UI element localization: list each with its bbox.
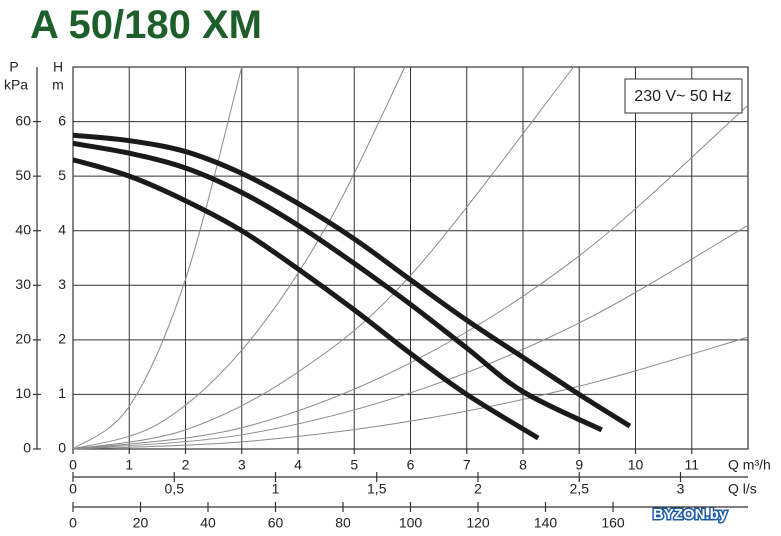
x3-tick-label: 100	[399, 515, 423, 531]
x2-tick-label: 3	[677, 481, 685, 497]
annotation-box	[624, 78, 743, 114]
x3-tick-label: 80	[335, 515, 351, 531]
watermark: BYZON.by	[653, 506, 728, 523]
y2-tick-label: 60	[15, 112, 31, 128]
pump-curve	[72, 157, 540, 441]
x-tick-label: 0	[69, 457, 77, 473]
y-tick-label: 4	[58, 221, 66, 237]
x3-tick-label: 0	[69, 515, 77, 531]
x-tick-label: 2	[182, 457, 190, 473]
x2-tick-label: 1	[272, 481, 280, 497]
x-tick-label: 1	[125, 457, 133, 473]
y2-tick-label: 10	[15, 385, 31, 401]
y-tick-label: 0	[58, 440, 66, 456]
y-tick-label: 2	[58, 331, 66, 347]
x-tick-label: 11	[684, 457, 699, 473]
x-axis-label: Q m³/h	[728, 457, 771, 473]
system-curve	[72, 336, 749, 450]
system-curve	[72, 224, 749, 450]
x2-tick-label: 2	[474, 481, 482, 497]
x2-tick-label: 0	[69, 481, 77, 497]
x3-tick-label: 20	[133, 515, 149, 531]
y2-axis-label: P	[9, 59, 18, 75]
y-axis-label: H	[53, 59, 63, 75]
x2-tick-label: 2,5	[570, 481, 590, 497]
chart-title: A 50/180 XM	[30, 3, 262, 47]
x-tick-label: 9	[575, 457, 583, 473]
system-curve	[72, 66, 575, 450]
y-tick-label: 1	[58, 385, 66, 401]
y2-tick-label: 30	[15, 276, 31, 292]
x-tick-label: 7	[463, 457, 471, 473]
system-curve	[72, 66, 406, 450]
x-tick-label: 8	[519, 457, 527, 473]
x3-tick-label: 120	[466, 515, 490, 531]
pump-curve	[72, 140, 603, 433]
x2-axis-label: Q l/s	[728, 481, 757, 497]
y2-tick-label: 40	[15, 221, 31, 237]
pump-curve	[72, 132, 632, 429]
x2-tick-label: 1,5	[367, 481, 387, 497]
y2-tick-label: 50	[15, 167, 31, 183]
y-tick-label: 5	[58, 167, 66, 183]
x3-tick-label: 40	[200, 515, 216, 531]
x-tick-label: 10	[628, 457, 644, 473]
y-axis-unit: m	[52, 77, 64, 93]
y2-axis-unit: kPa	[4, 77, 28, 93]
x2-tick-label: 0,5	[165, 481, 185, 497]
x-tick-label: 4	[294, 457, 302, 473]
x-tick-label: 5	[350, 457, 358, 473]
x-tick-label: 6	[407, 457, 415, 473]
y2-tick-label: 20	[15, 331, 31, 347]
y-tick-label: 6	[58, 112, 66, 128]
x3-tick-label: 140	[534, 515, 558, 531]
system-curve	[72, 66, 243, 450]
y2-tick-label: 0	[23, 440, 31, 456]
y-tick-label: 3	[58, 276, 66, 292]
x-tick-label: 3	[238, 457, 246, 473]
x3-tick-label: 60	[268, 515, 284, 531]
annotation: 230 V~ 50 Hz	[634, 88, 731, 105]
x3-tick-label: 160	[601, 515, 625, 531]
